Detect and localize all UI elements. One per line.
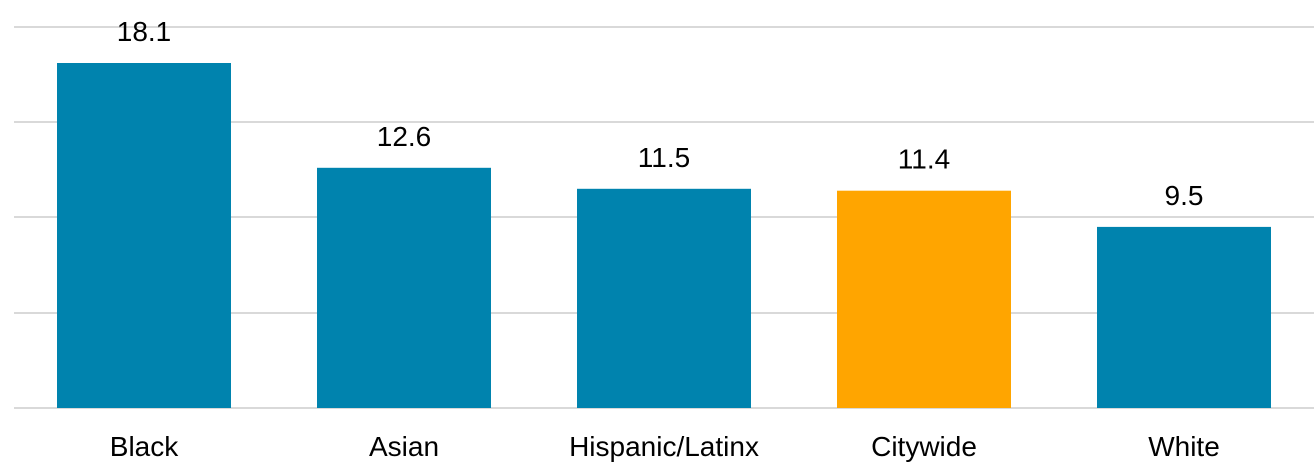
data-label: 18.1 [117,16,172,47]
data-label: 11.5 [638,142,690,173]
data-label: 11.4 [898,144,950,175]
data-label: 12.6 [377,121,432,152]
category-labels: Black Asian Hispanic/Latinx Citywide White [110,431,1220,462]
bar-black [57,63,231,408]
bars [57,63,1271,408]
category-label: Asian [369,431,439,462]
category-label: Hispanic/Latinx [569,431,759,462]
data-label: 9.5 [1165,180,1204,211]
bar-asian [317,167,491,408]
data-labels: 18.1 12.6 11.5 11.4 9.5 [117,16,1204,211]
category-label: Black [110,431,179,462]
bar-citywide [837,190,1011,408]
category-label: Citywide [871,431,977,462]
bar-white [1097,226,1271,408]
bar-hispanic-latinx [577,188,751,408]
category-label: White [1148,431,1220,462]
